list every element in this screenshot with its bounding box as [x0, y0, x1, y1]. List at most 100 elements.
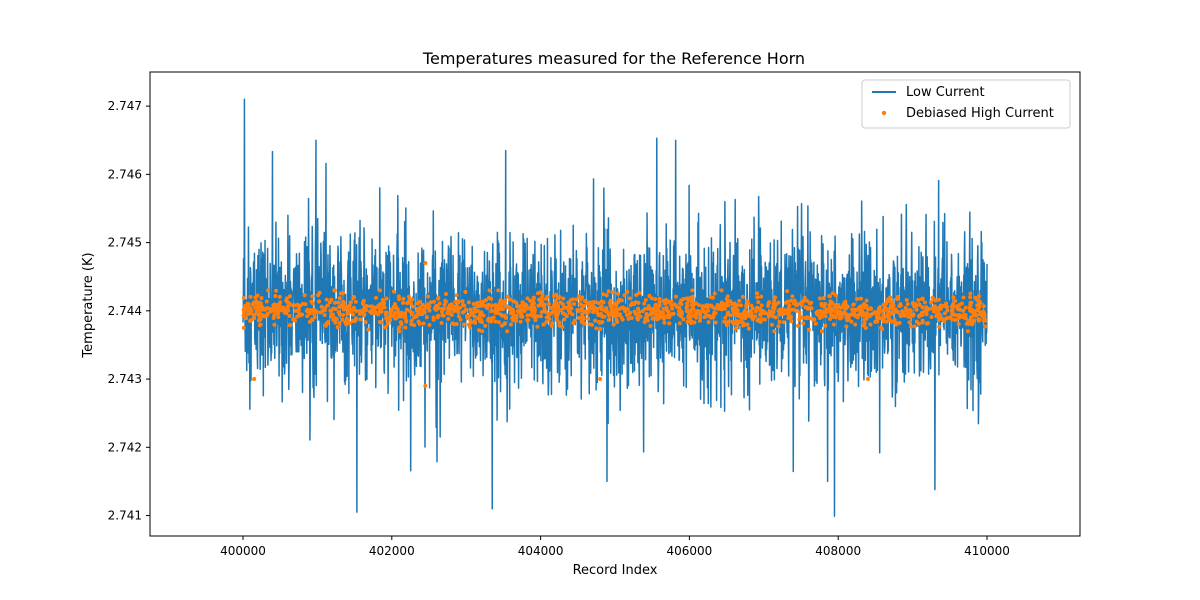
scatter-point	[322, 308, 327, 313]
chart-title: Temperatures measured for the Reference …	[422, 49, 805, 68]
scatter-point	[577, 294, 581, 299]
scatter-point	[434, 303, 439, 308]
scatter-point	[916, 297, 921, 302]
scatter-point	[758, 313, 763, 318]
scatter-point	[715, 304, 720, 309]
scatter-point	[625, 289, 630, 294]
scatter-point	[544, 309, 549, 314]
scatter-point	[831, 322, 836, 327]
scatter-point	[399, 322, 404, 327]
legend-label-low-current: Low Current	[906, 85, 985, 100]
scatter-point	[417, 312, 422, 317]
scatter-point	[600, 320, 605, 325]
scatter-point	[827, 309, 832, 314]
scatter-point	[414, 313, 419, 318]
scatter-point	[785, 289, 790, 294]
x-axis-label: Record Index	[573, 563, 658, 578]
scatter-point	[978, 310, 983, 315]
scatter-point	[626, 316, 631, 321]
scatter-point	[431, 299, 436, 304]
y-tick-label: 2.746	[108, 167, 142, 181]
scatter-point	[914, 319, 919, 324]
scatter-point	[906, 314, 911, 319]
scatter-point	[608, 303, 613, 308]
scatter-point	[671, 311, 676, 316]
scatter-point	[539, 310, 544, 315]
scatter-point	[649, 296, 654, 301]
scatter-point	[327, 300, 332, 305]
scatter-point	[351, 312, 356, 317]
scatter-point	[271, 303, 276, 308]
scatter-point	[342, 307, 347, 312]
scatter-point	[688, 320, 693, 325]
scatter-point	[287, 314, 292, 319]
scatter-point	[619, 305, 624, 310]
scatter-point	[858, 296, 863, 301]
scatter-point	[611, 322, 616, 327]
scatter-point	[643, 297, 648, 302]
scatter-point	[583, 309, 588, 314]
scatter-point	[830, 301, 835, 306]
scatter-point	[819, 301, 824, 306]
scatter-point	[799, 302, 804, 307]
scatter-point	[322, 312, 327, 317]
scatter-point	[601, 300, 606, 305]
scatter-point	[252, 312, 257, 317]
scatter-point	[690, 297, 695, 302]
legend-box	[861, 79, 1071, 129]
scatter-point	[698, 315, 703, 320]
scatter-point	[366, 327, 371, 332]
scatter-point	[571, 320, 576, 325]
scatter-point	[686, 313, 691, 318]
scatter-point	[576, 316, 581, 321]
scatter-point	[384, 310, 389, 315]
scatter-point	[819, 314, 824, 319]
scatter-point	[383, 325, 388, 330]
scatter-point	[632, 302, 637, 307]
scatter-point	[486, 302, 491, 307]
scatter-point	[244, 316, 249, 321]
scatter-point	[724, 297, 729, 302]
scatter-point	[833, 309, 838, 314]
scatter-point	[777, 312, 782, 317]
scatter-point	[560, 324, 565, 329]
scatter-point	[439, 320, 444, 325]
scatter-point	[293, 318, 298, 323]
scatter-point	[858, 309, 863, 314]
scatter-point	[912, 304, 917, 309]
scatter-point	[821, 296, 826, 301]
scatter-point	[381, 305, 386, 310]
scatter-point	[723, 315, 728, 320]
scatter-point	[629, 315, 634, 320]
scatter-point	[246, 301, 251, 306]
scatter-point	[253, 305, 258, 310]
scatter-point	[252, 316, 257, 321]
scatter-point	[485, 317, 490, 322]
scatter-point	[566, 300, 571, 305]
scatter-point	[528, 298, 533, 303]
scatter-point	[566, 308, 571, 313]
scatter-point	[622, 293, 627, 298]
scatter-point	[310, 294, 315, 299]
scatter-point	[275, 305, 280, 310]
scatter-point	[466, 300, 471, 305]
scatter-point	[466, 322, 471, 327]
scatter-point	[264, 299, 269, 304]
scatter-point	[746, 326, 751, 331]
scatter-point	[728, 313, 733, 318]
scatter-point	[864, 298, 869, 303]
scatter-point	[352, 295, 357, 300]
scatter-point	[472, 314, 477, 319]
scatter-point	[728, 299, 733, 304]
scatter-point	[379, 309, 384, 314]
scatter-point	[737, 298, 742, 303]
scatter-point	[827, 293, 832, 298]
scatter-point	[814, 310, 819, 315]
scatter-point	[637, 310, 642, 315]
scatter-point	[472, 306, 477, 311]
scatter-point	[443, 298, 448, 303]
scatter-point	[817, 296, 822, 301]
scatter-point	[579, 306, 584, 311]
scatter-point	[532, 301, 536, 306]
scatter-point	[749, 303, 754, 308]
